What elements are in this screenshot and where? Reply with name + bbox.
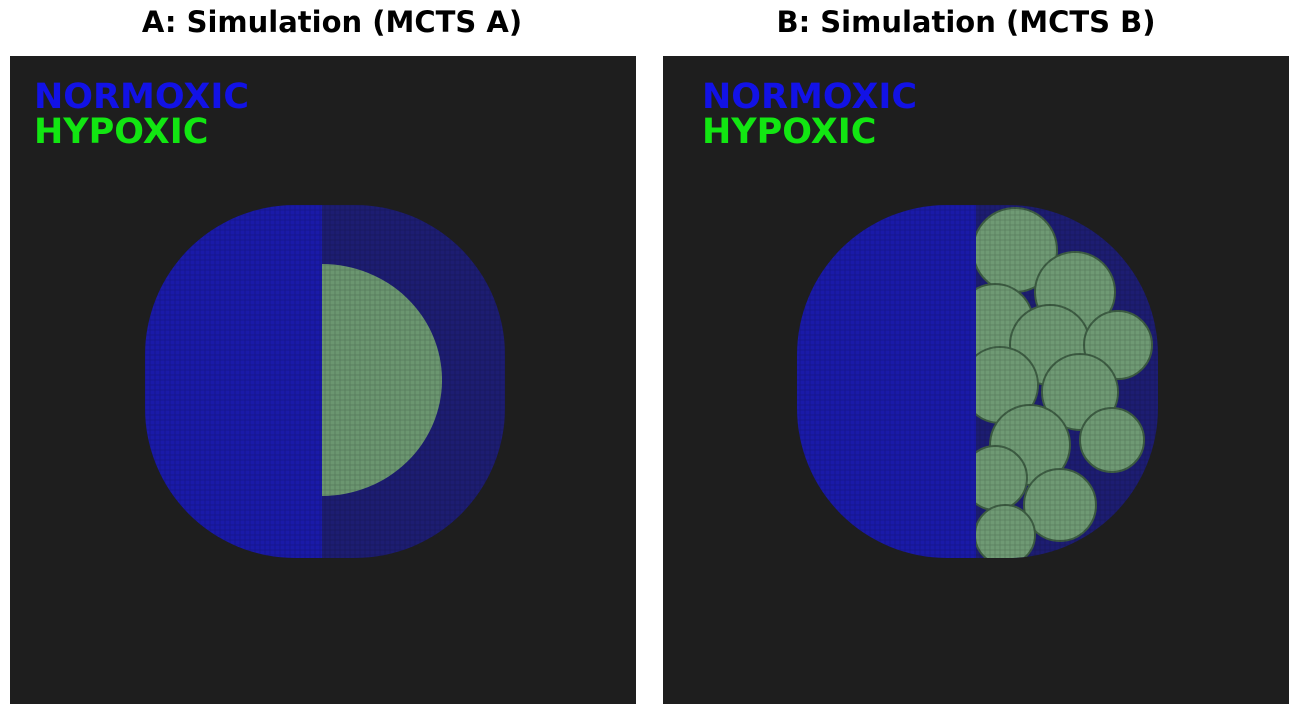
spheroid	[145, 205, 505, 558]
figure: A: Simulation (MCTS A) NORMOXIC HYPOXIC …	[0, 0, 1291, 704]
legend-hypoxic: HYPOXIC	[702, 112, 877, 152]
panel-b: B: Simulation (MCTS B)	[663, 5, 1289, 704]
legend-normoxic: NORMOXIC	[702, 77, 917, 117]
legend-normoxic: NORMOXIC	[34, 77, 249, 117]
spheroid	[797, 205, 1158, 565]
panel-title: A: Simulation (MCTS A)	[142, 5, 522, 39]
panel-title: B: Simulation (MCTS B)	[777, 5, 1156, 39]
panel-a: A: Simulation (MCTS A) NORMOXIC HYPOXIC	[10, 5, 636, 704]
legend-hypoxic: HYPOXIC	[34, 112, 209, 152]
